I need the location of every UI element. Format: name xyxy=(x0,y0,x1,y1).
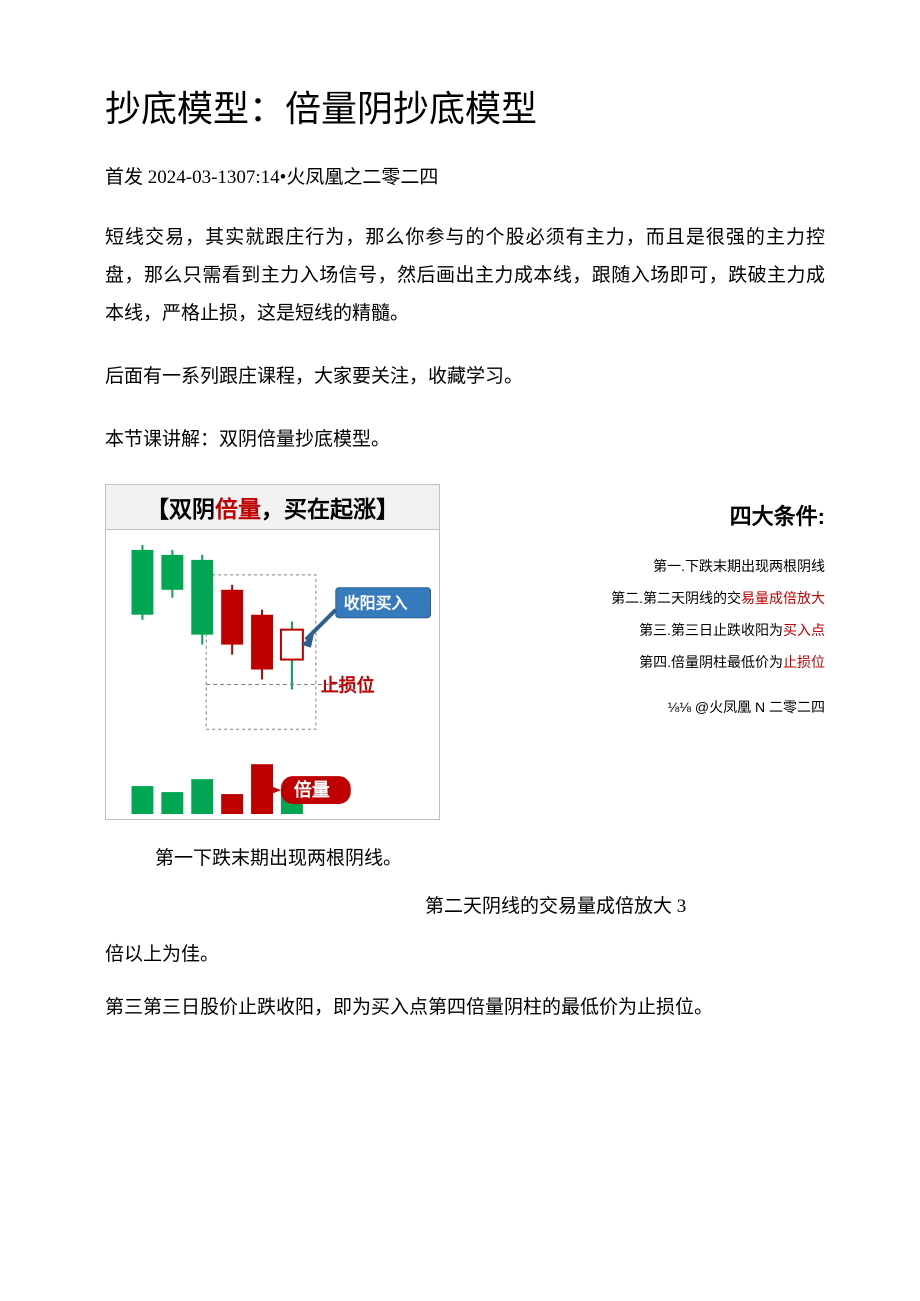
after-paragraph-1: 第一下跌末期出现两根阴线。 xyxy=(105,840,825,878)
condition-highlight: 易量成倍放大 xyxy=(741,590,825,606)
svg-text:收阳买入: 收阳买入 xyxy=(344,594,408,613)
conditions-area: 四大条件: 第一.下跌末期出现两根阴线第二.第二天阴线的交易量成倍放大第三.第三… xyxy=(460,484,825,717)
condition-item: 第三.第三日止跌收阳为买入点 xyxy=(460,620,825,640)
condition-item: 第四.倍量阴柱最低价为止损位 xyxy=(460,652,825,672)
condition-prefix: 第一.下跌末期出现两根阴线 xyxy=(653,558,825,574)
conditions-list: 第一.下跌末期出现两根阴线第二.第二天阴线的交易量成倍放大第三.第三日止跌收阳为… xyxy=(460,556,825,672)
figure-block: 【双阴倍量，买在起涨】 止损位收阳买入倍量 四大条件: 第一.下跌末期出现两根阴… xyxy=(105,484,825,820)
condition-highlight: 买入点 xyxy=(783,622,825,638)
after-paragraph-2-wrap: 第二天阴线的交易量成倍放大 3 xyxy=(105,888,825,926)
candlestick-chart: 止损位 收阳买入倍量 xyxy=(106,530,439,819)
body-paragraph-2: 后面有一系列跟庄课程，大家要关注，收藏学习。 xyxy=(105,358,825,396)
after-paragraph-2b: 倍以上为佳。 xyxy=(105,936,825,974)
after-paragraph-2a: 第二天阴线的交易量成倍放大 3 xyxy=(105,888,686,926)
svg-text:倍量: 倍量 xyxy=(294,779,330,800)
body-paragraph-1: 短线交易，其实就跟庄行为，那么你参与的个股必须有主力，而且是很强的主力控盘，那么… xyxy=(105,219,825,333)
chart-area: 【双阴倍量，买在起涨】 止损位收阳买入倍量 xyxy=(105,484,440,820)
condition-item: 第二.第二天阴线的交易量成倍放大 xyxy=(460,588,825,608)
after-paragraph-3: 第三第三日股价止跌收阳，即为买入点第四倍量阴柱的最低价为止损位。 xyxy=(105,989,825,1027)
svg-text:止损位: 止损位 xyxy=(321,674,375,695)
condition-prefix: 第三.第三日止跌收阳为 xyxy=(639,622,783,638)
signature: ⅛⅛ @火凤凰 N 二零二四 xyxy=(460,697,825,717)
chart-body: 止损位 收阳买入倍量 xyxy=(105,530,440,820)
condition-item: 第一.下跌末期出现两根阴线 xyxy=(460,556,825,576)
body-paragraph-3: 本节课讲解：双阴倍量抄底模型。 xyxy=(105,421,825,459)
chart-header-red: 倍量 xyxy=(215,496,261,522)
chart-header-text-2: ，买在起涨】 xyxy=(261,496,399,522)
page-title: 抄底模型：倍量阴抄底模型 xyxy=(105,80,825,132)
condition-prefix: 第二.第二天阴线的交 xyxy=(611,590,741,606)
chart-header: 【双阴倍量，买在起涨】 xyxy=(105,484,440,530)
chart-header-text-1: 【双阴 xyxy=(146,496,215,522)
conditions-title: 四大条件: xyxy=(460,499,825,531)
post-meta: 首发 2024-03-1307:14•火凤凰之二零二四 xyxy=(105,162,825,189)
condition-prefix: 第四.倍量阴柱最低价为 xyxy=(639,654,783,670)
condition-highlight: 止损位 xyxy=(783,654,825,670)
